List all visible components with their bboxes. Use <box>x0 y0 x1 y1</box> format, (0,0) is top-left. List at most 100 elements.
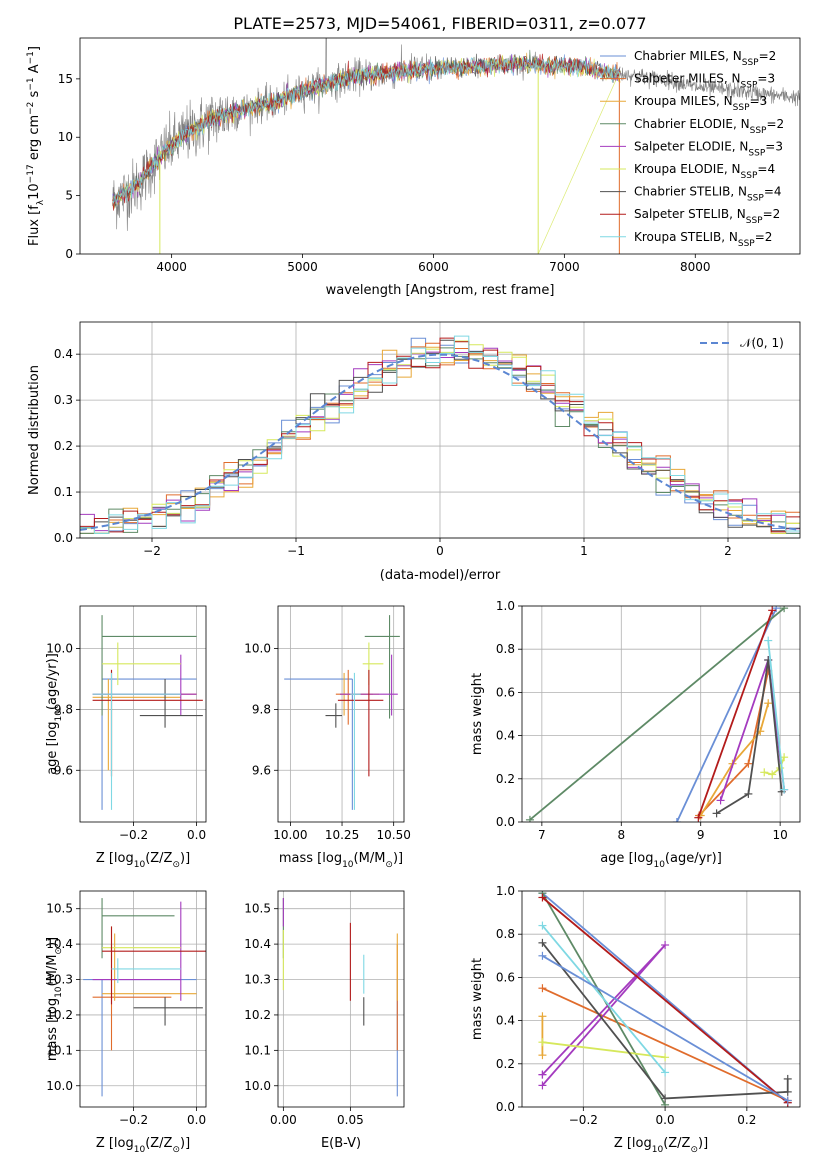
axes-mass_weight_vs_age: 7 8 9 10 0.0 0.2 0.4 0.6 0.8 1.0 age [log10(age/yr… <box>470 599 801 870</box>
mass_vs_EBV-x-label: E(B-V) <box>321 1136 361 1151</box>
y-tick-label: 0.0 <box>496 815 515 829</box>
plot-area-mass_vs_Z <box>83 898 206 1097</box>
y-tick-label: 9.8 <box>54 702 73 716</box>
y-tick-label: 10.0 <box>244 642 271 656</box>
axes-mass_vs_Z: −0.2 0.0 10.0 10.1 10.2 10.3 10.4 10.5 Z [log10(… <box>45 890 207 1155</box>
x-tick-label: 7000 <box>549 260 580 274</box>
legend-label: Kroupa STELIB, NSSP=2 <box>634 230 772 249</box>
x-tick-label: 10.50 <box>376 828 410 842</box>
hist-x-label: (data-model)/error <box>380 568 501 583</box>
mass_vs_Z-x-label: Z [log10(Z/Z⊙)] <box>96 1136 190 1155</box>
axes-frame-mass_weight_vs_age <box>521 605 801 823</box>
x-tick-label: 10.00 <box>273 828 307 842</box>
x-tick-label: 8 <box>617 828 625 842</box>
age_vs_Z-x-label: Z [log10(Z/Z⊙)] <box>96 851 190 870</box>
spectrum-x-label: wavelength [Angstrom, rest frame] <box>326 283 555 298</box>
plot-area-mass_weight_vs_age <box>525 606 789 822</box>
y-tick-label: 0.2 <box>496 1057 515 1071</box>
y-tick-label: 0.2 <box>496 772 515 786</box>
y-tick-label: 0.2 <box>54 439 73 453</box>
mass_vs_Z-y-label: mass [log10(M/M⊙)] <box>45 937 64 1061</box>
y-tick-label: 0.4 <box>54 347 73 361</box>
x-tick-label: 0.00 <box>270 1113 297 1127</box>
x-tick-label: −0.2 <box>119 828 148 842</box>
y-tick-label: 1.0 <box>496 884 515 898</box>
x-tick-label: 0 <box>436 544 444 558</box>
weight-series-line <box>542 1041 666 1059</box>
y-tick-label: 9.6 <box>54 763 73 777</box>
y-tick-label: 10 <box>58 130 73 144</box>
weight-series-line <box>716 659 783 815</box>
x-tick-label: 5000 <box>287 260 318 274</box>
y-tick-label: 0.4 <box>496 729 515 743</box>
x-tick-label: 0.0 <box>656 1113 675 1127</box>
weight-series-line <box>541 925 666 1073</box>
normal-curve <box>80 353 798 531</box>
x-tick-label: 2 <box>724 544 732 558</box>
weight-series-line <box>542 987 789 1102</box>
y-tick-label: 0.0 <box>54 531 73 545</box>
y-tick-label: 0.4 <box>496 1014 515 1028</box>
axes-mass_weight_vs_Z: −0.2 0.0 0.2 0.0 0.2 0.4 0.6 0.8 1.0 Z [log10(Z/Z… <box>470 884 801 1155</box>
y-tick-label: 10.5 <box>46 902 73 916</box>
y-tick-label: 10.3 <box>244 973 271 987</box>
y-tick-label: 10.0 <box>244 1079 271 1093</box>
mass_weight_vs_Z-y-label: mass weight <box>470 958 485 1040</box>
axes-frame-mass_vs_Z <box>79 890 207 1108</box>
hist-y-label: Normed distribution <box>27 365 42 495</box>
axes-frame-mass_weight_vs_Z <box>521 890 801 1108</box>
axes-frame-mass_vs_EBV <box>277 890 405 1108</box>
histogram-step-line <box>80 335 800 534</box>
y-tick-label: 10.2 <box>46 1008 73 1022</box>
spectrum-legend: Chabrier MILES, NSSP=2 Salpeter MILES, NS… <box>600 49 784 249</box>
legend-label: Kroupa ELODIE, NSSP=4 <box>634 162 775 181</box>
spectrum-y-label: Flux [fλ10−17 erg cm−2 s−1 A−1] <box>26 46 46 246</box>
axes-spectrum: 4000 5000 6000 7000 8000 0 5 10 15 wavelength [An… <box>26 37 801 298</box>
x-tick-label: 1 <box>580 544 588 558</box>
plot-area-mass_weight_vs_Z <box>538 891 792 1107</box>
x-tick-label: 0.2 <box>737 1113 756 1127</box>
y-tick-label: 10.1 <box>244 1043 271 1057</box>
y-tick-label: 10.4 <box>244 937 271 951</box>
x-tick-label: −1 <box>287 544 305 558</box>
mass_weight_vs_age-y-label: mass weight <box>470 673 485 755</box>
legend-label: Salpeter ELODIE, NSSP=3 <box>634 139 783 158</box>
x-tick-label: 4000 <box>156 260 187 274</box>
axes-frame-age_vs_mass <box>277 605 405 823</box>
weight-series-line <box>541 896 789 1104</box>
y-tick-label: 0.8 <box>496 642 515 656</box>
x-tick-label: 8000 <box>680 260 711 274</box>
mass_weight_vs_Z-x-label: Z [log10(Z/Z⊙)] <box>614 1136 708 1155</box>
x-tick-label: 10 <box>773 828 788 842</box>
y-tick-label: 5 <box>65 189 73 203</box>
x-tick-label: 7 <box>538 828 546 842</box>
y-tick-label: 15 <box>58 72 73 86</box>
weight-series-line <box>541 955 789 1102</box>
figure-title: PLATE=2573, MJD=54061, FIBERID=0311, z=0… <box>233 14 646 33</box>
x-tick-label: 9 <box>697 828 705 842</box>
y-tick-label: 10.5 <box>244 902 271 916</box>
legend-label: 𝒩(0, 1) <box>740 336 784 350</box>
x-tick-label: −0.2 <box>569 1113 598 1127</box>
y-tick-label: 10.4 <box>46 937 73 951</box>
age_vs_Z-y-label: age [log10(age/yr)] <box>45 653 64 775</box>
y-tick-label: 9.8 <box>252 702 271 716</box>
legend-label: Salpeter STELIB, NSSP=2 <box>634 207 780 226</box>
plot-area-age_vs_Z <box>92 615 203 810</box>
y-tick-label: 10.2 <box>244 1008 271 1022</box>
axes-age_vs_Z: −0.2 0.0 9.6 9.8 10.0 Z [log10(Z/Z⊙)] age [log… <box>45 605 207 870</box>
y-tick-label: 0.6 <box>496 685 515 699</box>
plot-area-hist <box>80 335 800 534</box>
weight-series-line <box>697 609 774 819</box>
y-tick-label: 10.0 <box>46 1079 73 1093</box>
x-tick-label: 10.25 <box>325 828 359 842</box>
age_vs_mass-x-label: mass [log10(M/M⊙)] <box>279 851 403 870</box>
weight-series-line <box>767 640 785 790</box>
axes-hist: −2 −1 0 1 2 0.0 0.1 0.2 0.3 0.4 (data-model)/error… <box>27 321 801 583</box>
x-tick-label: −2 <box>143 544 161 558</box>
axes-frame-spectrum <box>79 37 801 255</box>
mass_weight_vs_age-x-label: age [log10(age/yr)] <box>600 851 722 870</box>
x-tick-label: −0.2 <box>119 1113 148 1127</box>
weight-series-line <box>699 702 770 816</box>
